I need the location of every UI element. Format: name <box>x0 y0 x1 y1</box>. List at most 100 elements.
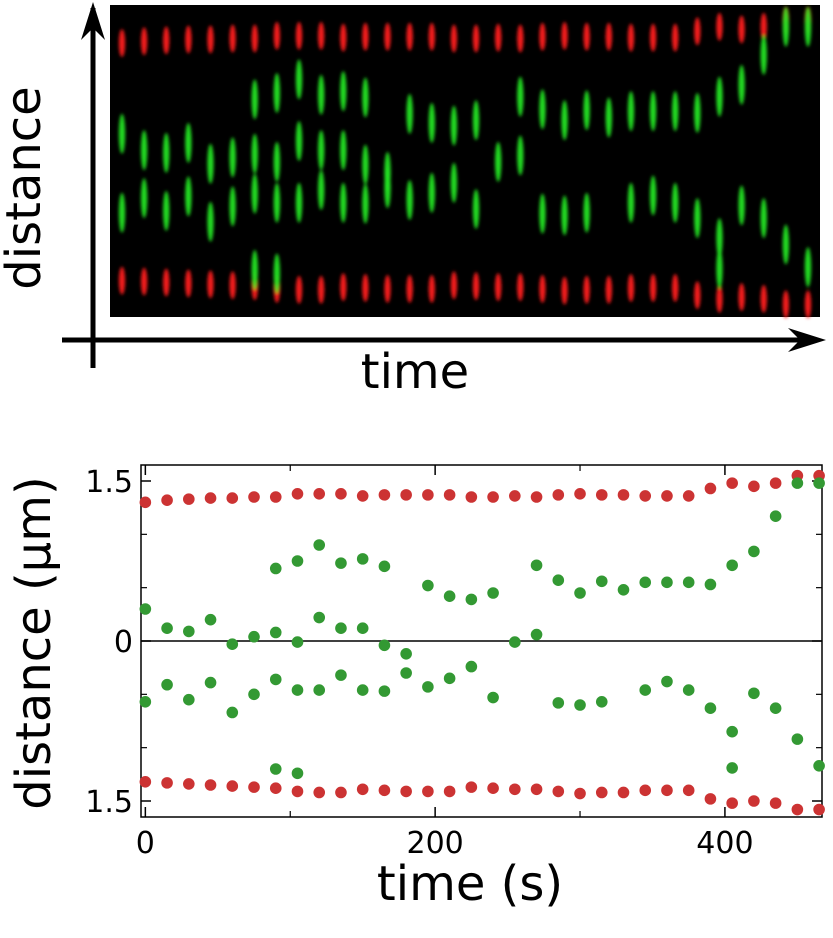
data-point <box>291 684 304 696</box>
data-point <box>813 803 825 816</box>
kymograph-streak <box>295 59 303 100</box>
kymograph-streak <box>561 100 568 141</box>
data-point <box>204 779 217 791</box>
data-point <box>661 576 673 589</box>
kymograph-streak <box>649 91 657 132</box>
kymograph-streak <box>760 12 767 41</box>
scatter-xlabel: time (s) <box>377 856 563 912</box>
data-point <box>791 477 804 489</box>
data-point <box>617 786 630 799</box>
data-point <box>248 491 260 503</box>
data-point <box>422 681 434 693</box>
data-point <box>465 660 478 673</box>
data-point <box>487 782 499 794</box>
kymograph-streak <box>118 29 126 58</box>
kymograph-streak <box>251 249 258 290</box>
kymograph-streak <box>229 137 236 178</box>
data-point <box>313 684 326 696</box>
kymograph-streak <box>140 27 148 56</box>
data-point <box>509 490 521 502</box>
x-tick-label: 400 <box>696 826 753 861</box>
data-point <box>530 628 543 641</box>
data-point <box>378 560 391 573</box>
kymograph-streak <box>207 201 214 242</box>
kymograph-streak <box>627 273 635 302</box>
data-point <box>356 783 369 796</box>
kymograph-streak <box>494 23 502 52</box>
kymograph-streak <box>295 121 303 162</box>
kymograph-streak <box>672 23 679 52</box>
data-point <box>748 480 760 493</box>
kymograph-streak <box>672 182 679 223</box>
data-point <box>595 489 608 501</box>
kymograph-streak <box>273 182 281 223</box>
kymograph-streak <box>539 89 546 130</box>
data-point <box>335 669 347 681</box>
kymograph-streak <box>716 12 723 41</box>
data-point <box>661 675 673 688</box>
data-point <box>269 626 282 639</box>
data-point <box>356 553 369 565</box>
data-point <box>617 584 630 596</box>
data-point <box>661 490 673 502</box>
kymograph-streak <box>760 34 767 75</box>
data-point <box>335 622 347 634</box>
kymograph-streak <box>472 272 480 301</box>
data-point <box>183 778 195 790</box>
data-point <box>595 696 608 708</box>
kymograph-streak <box>185 269 192 298</box>
data-point <box>183 625 195 638</box>
kymograph-streak <box>163 132 170 173</box>
data-point <box>530 491 543 503</box>
data-point <box>204 613 217 626</box>
kymograph-streak <box>118 192 126 233</box>
data-point <box>465 593 478 606</box>
kymograph-streak <box>140 178 148 219</box>
data-point <box>595 786 608 799</box>
kymograph-streak <box>472 100 480 141</box>
kymograph-streak <box>207 143 214 184</box>
data-point <box>813 477 825 489</box>
data-point <box>487 491 499 503</box>
kymograph-ylabel: distance <box>0 86 52 289</box>
data-point <box>313 611 326 624</box>
kymograph-streak <box>185 122 192 163</box>
data-point <box>226 638 239 650</box>
kymograph-streak <box>163 26 170 55</box>
kymograph-streak <box>627 91 635 132</box>
data-point <box>161 622 173 634</box>
kymograph-streak <box>273 21 281 50</box>
kymograph-streak <box>317 170 325 211</box>
kymograph-streak <box>185 25 192 54</box>
kymograph-streak <box>317 74 325 115</box>
data-point <box>530 559 543 572</box>
kymograph-streak <box>340 182 347 223</box>
data-point <box>552 697 565 709</box>
kymograph-streak <box>163 268 170 297</box>
kymograph-streak <box>605 22 613 51</box>
data-point <box>335 488 347 500</box>
kymograph-streak <box>450 24 458 53</box>
data-point <box>574 699 586 711</box>
kymograph-streak <box>561 276 568 305</box>
kymograph-streak <box>583 90 590 131</box>
data-point <box>313 488 326 500</box>
kymograph-streak <box>295 182 303 223</box>
data-point <box>139 696 152 708</box>
data-point <box>595 575 608 588</box>
data-point <box>791 803 804 816</box>
kymograph-streak <box>317 275 325 304</box>
data-point <box>769 510 782 522</box>
data-point <box>291 785 304 798</box>
data-point <box>378 489 391 501</box>
data-point <box>682 784 695 797</box>
data-point <box>813 760 825 772</box>
kymograph-streak <box>804 290 812 319</box>
kymograph-streak <box>649 273 657 302</box>
data-point <box>769 797 782 809</box>
kymograph-streak <box>362 183 369 224</box>
kymograph-streak <box>340 130 347 171</box>
data-point <box>248 688 260 701</box>
y-tick-label: 1.5 <box>85 785 133 820</box>
kymograph-streak <box>140 130 148 171</box>
